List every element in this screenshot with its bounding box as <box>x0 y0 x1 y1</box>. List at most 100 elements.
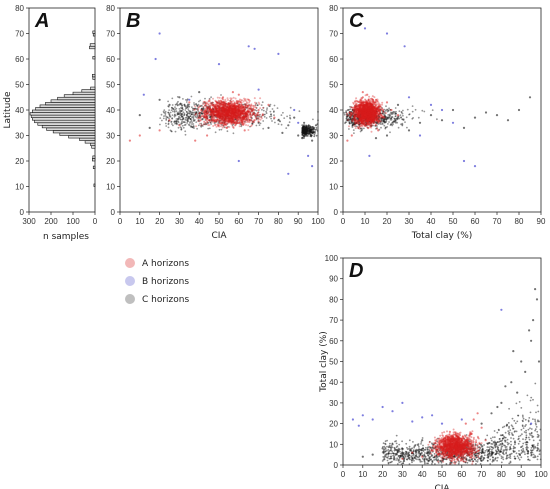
scatter-point <box>257 111 260 114</box>
scatter-point <box>179 102 182 105</box>
scatter-point <box>254 112 256 115</box>
scatter-point <box>205 113 208 116</box>
scatter-point <box>154 57 157 61</box>
scatter-point <box>196 114 199 117</box>
scatter-point <box>266 109 268 111</box>
histogram-bar <box>92 76 96 80</box>
scatter-point <box>232 96 235 99</box>
scatter-point <box>212 109 215 111</box>
scatter-point <box>380 107 383 110</box>
scatter-point <box>239 113 242 115</box>
scatter-point <box>257 114 259 117</box>
scatter-point <box>304 132 306 135</box>
scatter-point <box>187 105 190 107</box>
scatter-point <box>171 114 174 116</box>
scatter-point <box>192 113 194 116</box>
scatter-point <box>173 110 176 112</box>
scatter-point <box>166 116 169 119</box>
scatter-point <box>194 139 197 142</box>
scatter-point <box>173 115 176 118</box>
scatter-point <box>355 97 358 100</box>
scatter-point <box>168 103 171 106</box>
scatter-point <box>218 111 220 114</box>
scatter-point <box>198 114 201 117</box>
scatter-point <box>193 119 196 122</box>
scatter-point <box>234 118 237 121</box>
scatter-point <box>207 127 210 130</box>
scatter-point <box>165 115 168 118</box>
scatter-point <box>159 123 161 126</box>
scatter-point <box>219 121 222 123</box>
scatter-point <box>259 113 261 116</box>
scatter-point <box>224 103 227 106</box>
scatter-point <box>387 110 390 112</box>
scatter-point <box>408 113 411 115</box>
scatter-point <box>199 105 201 108</box>
scatter-point <box>381 122 384 124</box>
scatter-point <box>218 101 220 103</box>
scatter-point <box>222 119 225 121</box>
scatter-point <box>206 110 209 113</box>
scatter-point <box>195 112 197 115</box>
scatter-point <box>183 103 186 106</box>
scatter-point <box>180 115 183 118</box>
scatter-point <box>222 110 225 112</box>
scatter-point <box>241 121 244 124</box>
scatter-point <box>234 97 237 100</box>
scatter-point <box>215 109 218 111</box>
scatter-point <box>170 107 173 109</box>
x-axis-label: CIA <box>211 231 227 241</box>
scatter-point <box>191 111 194 114</box>
scatter-point <box>179 116 181 119</box>
histogram-bar <box>29 112 96 116</box>
scatter-point <box>208 114 210 117</box>
scatter-point <box>197 120 200 123</box>
scatter-point <box>200 108 203 111</box>
scatter-point <box>200 112 203 115</box>
scatter-point <box>385 105 387 108</box>
scatter-point <box>181 118 184 121</box>
scatter-point <box>381 103 383 106</box>
scatter-point <box>391 116 394 119</box>
scatter-point <box>177 111 180 114</box>
scatter-point <box>183 103 186 106</box>
scatter-point <box>238 104 241 107</box>
scatter-point <box>244 105 247 108</box>
scatter-point <box>257 88 260 91</box>
scatter-point <box>222 122 225 125</box>
scatter-point <box>280 123 283 126</box>
histogram-bar <box>89 43 96 47</box>
scatter-point <box>365 123 368 126</box>
scatter-point <box>217 122 220 125</box>
histogram-bar <box>92 74 96 78</box>
scatter-point <box>215 116 218 119</box>
scatter-point <box>242 109 245 112</box>
scatter-point <box>184 105 187 108</box>
scatter-point <box>258 114 261 117</box>
scatter-point <box>247 45 250 48</box>
scatter-point <box>204 97 206 100</box>
scatter-point <box>165 125 168 127</box>
y-tick-label: 30 <box>15 132 24 141</box>
histogram-bar <box>92 155 96 159</box>
scatter-point <box>142 93 145 96</box>
scatter-point <box>196 115 199 118</box>
scatter-point <box>204 119 207 121</box>
scatter-point <box>178 110 181 112</box>
scatter-point <box>247 129 250 131</box>
scatter-point <box>220 117 223 120</box>
scatter-point <box>251 110 254 112</box>
scatter-point <box>205 105 208 107</box>
scatter-point <box>163 115 165 117</box>
histogram-bar <box>92 30 96 34</box>
scatter-point <box>307 129 310 132</box>
scatter-point <box>219 115 222 118</box>
scatter-point <box>184 133 187 136</box>
scatter-point <box>201 112 203 115</box>
scatter-point <box>197 103 200 106</box>
scatter-point <box>180 103 183 105</box>
scatter-point <box>209 107 212 109</box>
scatter-point <box>192 125 195 127</box>
scatter-point <box>190 113 193 116</box>
scatter-point <box>401 112 404 115</box>
